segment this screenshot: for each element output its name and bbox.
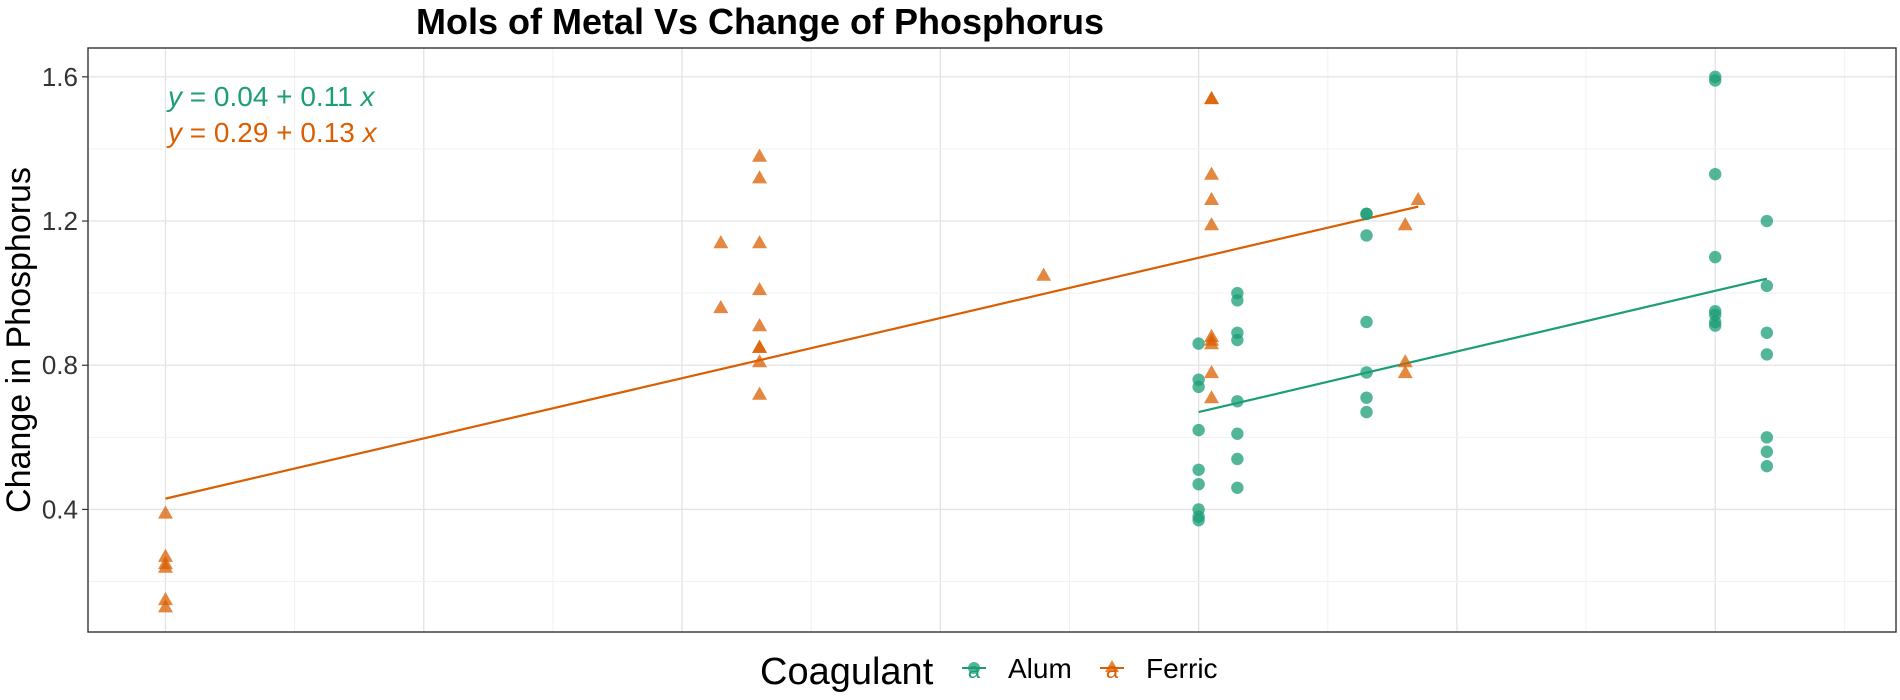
data-point-ferric [157,505,173,519]
data-point-alum [1360,315,1373,329]
legend-item-ferric: a Ferric [1100,653,1218,684]
trend-line-ferric [165,205,1419,500]
legend-item-alum: a Alum [962,653,1072,684]
trend-line-alum [1198,277,1768,414]
data-point-alum [1231,452,1244,466]
data-point-alum [1192,423,1205,437]
grid [88,48,1896,632]
data-point-ferric [157,559,173,573]
equation-ferric-body: = 0.29 + 0.13 [182,117,363,148]
data-point-ferric [713,300,729,314]
data-point-ferric [1204,191,1220,206]
data-point-alum [1360,405,1373,419]
data-point-ferric [713,235,729,249]
y-tick-label: 1.2 [42,206,78,236]
data-point-alum [1709,250,1722,264]
data-point-alum [1760,459,1774,473]
data-point-alum [1360,366,1373,379]
data-point-ferric [752,170,768,184]
equation-alum-y: y [166,81,184,112]
data-point-alum [1231,481,1244,495]
data-point-alum [1360,391,1373,404]
equation-ferric-y: y [166,117,184,148]
y-tick-label: 1.6 [42,62,78,92]
data-point-ferric [157,548,173,562]
data-point-alum [1760,348,1774,361]
legend-key-alum-glyph: a [968,658,981,683]
y-axis-label: Change in Phosphorus [0,167,38,513]
legend-label-alum: Alum [1008,653,1072,684]
data-point-ferric [752,339,768,353]
legend-title: Coagulant [760,651,934,693]
data-point-alum [1192,463,1205,476]
data-point-ferric [157,592,173,606]
equation-alum-body: = 0.04 + 0.11 [182,81,361,112]
y-axis: 0.4 0.8 1.2 1.6 [42,62,88,524]
data-point-ferric [1204,336,1220,350]
equation-ferric: y = 0.29 + 0.13 x [166,117,378,148]
y-tick-label: 0.4 [42,494,78,524]
data-point-ferric [1397,364,1413,379]
data-point-alum [1709,167,1722,181]
data-point-alum [1360,207,1373,221]
legend: Coagulant a Alum a Ferric [760,651,1218,693]
data-point-alum [1360,229,1373,242]
data-point-ferric [1204,166,1220,180]
data-point-alum [1192,380,1205,394]
data-point-alum [1231,294,1244,307]
data-point-alum [1709,319,1722,332]
data-point-alum [1192,337,1205,350]
trend-lines [165,205,1768,500]
data-point-ferric [1410,191,1426,206]
legend-key-ferric-glyph: a [1106,658,1119,683]
data-point-alum [1231,333,1244,347]
equations: y = 0.04 + 0.11 x y = 0.29 + 0.13 x [166,81,378,148]
data-point-alum [1760,445,1774,458]
equation-ferric-x: x [361,117,378,148]
data-point-ferric [1397,217,1413,231]
equation-alum-x: x [359,81,376,112]
data-point-ferric [752,282,768,296]
data-point-alum [1760,214,1774,228]
data-point-ferric [1204,364,1220,379]
data-point-alum [1760,326,1774,339]
data-point-alum [1192,477,1205,491]
data-point-ferric [752,235,768,249]
data-points [157,70,1774,613]
data-point-ferric [1036,267,1052,281]
data-point-ferric [752,354,768,368]
data-point-ferric [752,148,768,162]
legend-label-ferric: Ferric [1146,653,1218,684]
data-point-ferric [1204,90,1220,105]
chart-title: Mols of Metal Vs Change of Phosphorus [416,1,1104,42]
data-point-ferric [752,318,768,332]
data-point-ferric [1397,354,1413,368]
data-point-alum [1231,427,1244,440]
data-point-alum [1760,279,1774,293]
data-point-alum [1231,395,1244,408]
data-point-alum [1760,431,1774,444]
data-point-alum [1709,74,1722,87]
equation-alum: y = 0.04 + 0.11 x [166,81,376,112]
plot-panel-border [87,47,1897,633]
y-tick-label: 0.8 [42,350,78,380]
data-point-ferric [157,599,173,613]
data-point-ferric [1204,390,1220,404]
data-point-ferric [752,386,768,400]
data-point-alum [1192,514,1205,527]
data-point-ferric [1204,217,1220,231]
